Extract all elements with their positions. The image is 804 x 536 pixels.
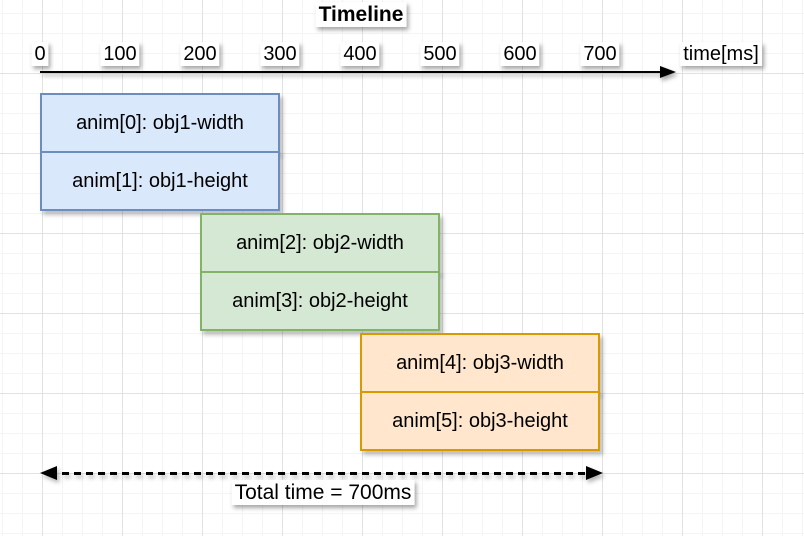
bar-label: anim[3]: obj2-height (232, 289, 408, 312)
timeline-bar-anim4[interactable]: anim[4]: obj3-width (360, 333, 600, 393)
axis-line (40, 71, 662, 73)
axis-tick-500: 500 (420, 42, 460, 66)
axis-unit-label: time[ms] (680, 42, 762, 66)
total-time-arrow (40, 466, 603, 481)
bar-label: anim[5]: obj3-height (392, 409, 568, 432)
total-time-label: Total time = 700ms (231, 480, 415, 505)
arrowhead-right-icon (586, 466, 603, 480)
axis-tick-200: 200 (180, 42, 220, 66)
dashed-line (50, 472, 593, 475)
axis-tick-300: 300 (260, 42, 300, 66)
axis-tick-700: 700 (580, 42, 620, 66)
bar-label: anim[2]: obj2-width (236, 231, 404, 254)
bar-label: anim[1]: obj1-height (72, 169, 248, 192)
bar-label: anim[4]: obj3-width (396, 351, 564, 374)
axis-tick-400: 400 (340, 42, 380, 66)
axis-tick-600: 600 (500, 42, 540, 66)
diagram-title: Timeline (315, 2, 407, 27)
arrowhead-left-icon (40, 466, 57, 480)
bar-label: anim[0]: obj1-width (76, 111, 244, 134)
timeline-bar-anim1[interactable]: anim[1]: obj1-height (40, 151, 280, 211)
timeline-bar-anim0[interactable]: anim[0]: obj1-width (40, 93, 280, 153)
timeline-bar-anim3[interactable]: anim[3]: obj2-height (200, 271, 440, 331)
timeline-bar-anim2[interactable]: anim[2]: obj2-width (200, 213, 440, 273)
axis-tick-100: 100 (100, 42, 140, 66)
timeline-bar-anim5[interactable]: anim[5]: obj3-height (360, 391, 600, 451)
axis-tick-0: 0 (31, 42, 49, 66)
axis-arrowhead-icon (660, 66, 676, 78)
